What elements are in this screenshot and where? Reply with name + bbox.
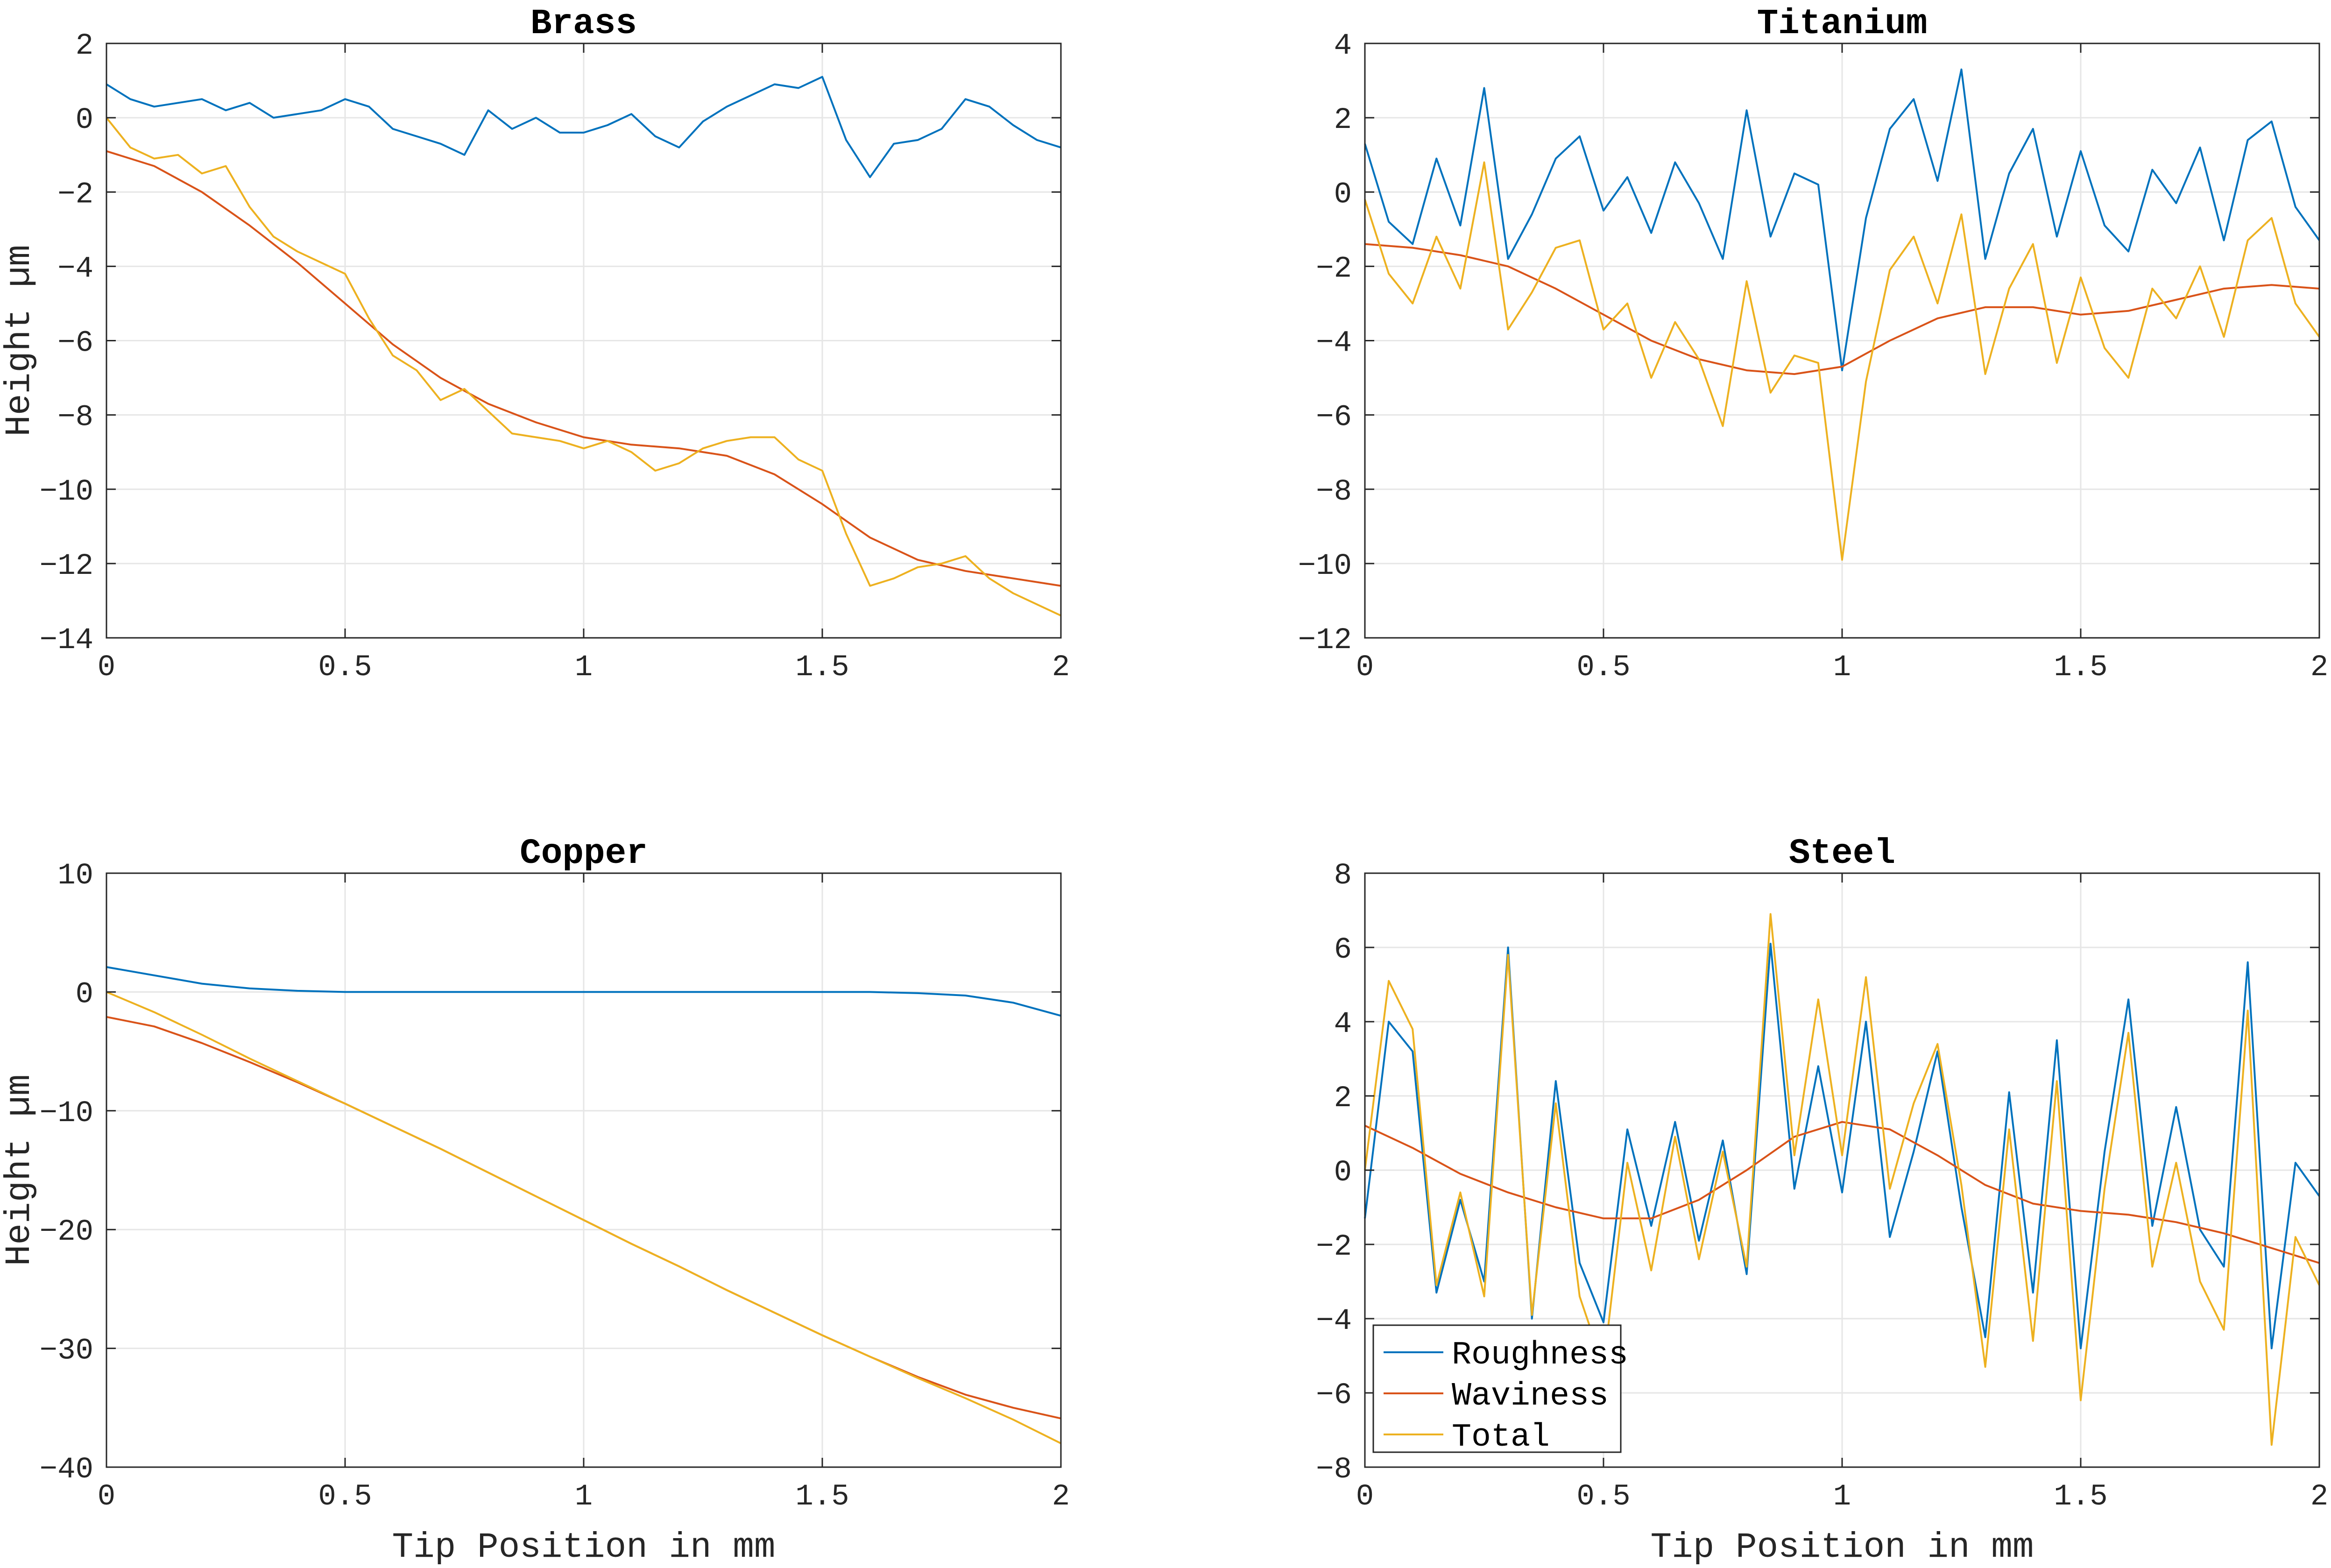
chart-title: Brass bbox=[530, 4, 637, 44]
y-tick-label: −14 bbox=[40, 624, 93, 657]
subplot-titanium: 0 0.5 1 1.5 2 −12 −10 −8 −6 −4 −2 0 2 4 Titanium bbox=[1298, 4, 2328, 685]
y-tick-label: −6 bbox=[1316, 401, 1352, 435]
y-tick-label: −8 bbox=[1316, 1453, 1352, 1487]
x-tick-label: 2 bbox=[1052, 651, 1070, 685]
y-tick-label: −8 bbox=[1316, 475, 1352, 509]
x-tick-label: 2 bbox=[1052, 1480, 1070, 1514]
y-tick-label: −6 bbox=[1316, 1379, 1352, 1413]
x-axis-label: Tip Position in mm bbox=[392, 1527, 776, 1568]
y-tick-label: −2 bbox=[1316, 252, 1352, 286]
y-tick-label: −4 bbox=[1316, 1305, 1352, 1338]
x-tick-label: 1 bbox=[1833, 651, 1851, 685]
series-line-total bbox=[106, 117, 1061, 617]
y-tick-label: −4 bbox=[1316, 327, 1352, 360]
y-axis-label: Height µm bbox=[0, 1074, 40, 1266]
y-tick-label: −12 bbox=[1298, 624, 1352, 657]
x-tick-label: 0 bbox=[1356, 1480, 1374, 1514]
x-tick-label: 1 bbox=[1833, 1480, 1851, 1514]
series-line-roughness bbox=[1364, 68, 2320, 372]
legend-label-waviness: Waviness bbox=[1452, 1378, 1609, 1415]
series-line-waviness bbox=[1364, 243, 2320, 375]
chart-title: Titanium bbox=[1757, 4, 1928, 44]
chart-title: Copper bbox=[520, 833, 648, 874]
series-line-roughness bbox=[106, 966, 1061, 1017]
y-tick-label: −12 bbox=[40, 550, 93, 583]
y-tick-label: −20 bbox=[40, 1215, 93, 1249]
x-tick-label: 2 bbox=[2310, 1480, 2328, 1514]
y-tick-label: −8 bbox=[57, 401, 93, 435]
legend-box bbox=[1372, 1324, 1622, 1453]
y-tick-label: −6 bbox=[57, 327, 93, 360]
y-tick-label: 0 bbox=[76, 978, 93, 1011]
series-line-total bbox=[106, 991, 1061, 1444]
y-tick-label: 0 bbox=[1334, 178, 1352, 212]
legend-label-roughness: Roughness bbox=[1452, 1337, 1628, 1374]
y-tick-label: 2 bbox=[1334, 104, 1352, 137]
y-tick-label: 8 bbox=[1334, 859, 1352, 893]
x-tick-label: 1.5 bbox=[795, 651, 849, 685]
y-axis-label: Height µm bbox=[0, 245, 40, 436]
y-tick-label: 2 bbox=[76, 29, 93, 63]
x-axis-label: Tip Position in mm bbox=[1651, 1527, 2034, 1568]
x-tick-label: 0 bbox=[98, 651, 115, 685]
y-tick-label: −40 bbox=[40, 1453, 93, 1487]
y-tick-label: −30 bbox=[40, 1335, 93, 1368]
x-tick-label: 1.5 bbox=[2054, 651, 2107, 685]
y-tick-label: −4 bbox=[57, 252, 93, 286]
x-tick-label: 0.5 bbox=[1576, 651, 1630, 685]
y-tick-label: −10 bbox=[1298, 550, 1352, 583]
x-tick-label: 2 bbox=[2310, 651, 2328, 685]
y-tick-label: −2 bbox=[57, 178, 93, 212]
legend-label-total: Total bbox=[1452, 1419, 1550, 1456]
y-tick-label: 0 bbox=[1334, 1156, 1352, 1190]
x-tick-label: 1 bbox=[575, 1480, 593, 1514]
y-tick-label: 4 bbox=[1334, 29, 1352, 63]
series-line-total bbox=[1364, 913, 2320, 1446]
x-tick-label: 0.5 bbox=[1576, 1480, 1630, 1514]
series-line-total bbox=[1364, 161, 2320, 561]
x-tick-label: 1 bbox=[575, 651, 593, 685]
series-line-waviness bbox=[106, 150, 1061, 587]
y-tick-label: 10 bbox=[57, 859, 93, 893]
x-tick-label: 0.5 bbox=[318, 651, 372, 685]
legend: Roughness Waviness Total bbox=[1372, 1324, 1628, 1456]
y-tick-label: −2 bbox=[1316, 1230, 1352, 1264]
y-tick-label: 0 bbox=[76, 104, 93, 137]
series-line-roughness bbox=[106, 76, 1061, 178]
subplot-brass: 0 0.5 1 1.5 2 −14 −12 −10 −8 −6 −4 −2 0 2 Brass Height … bbox=[0, 4, 1070, 685]
x-tick-label: 0.5 bbox=[318, 1480, 372, 1514]
y-tick-label: −10 bbox=[40, 475, 93, 509]
y-tick-label: 2 bbox=[1334, 1082, 1352, 1116]
x-tick-label: 0 bbox=[1356, 651, 1374, 685]
y-tick-label: 6 bbox=[1334, 933, 1352, 967]
chart-title: Steel bbox=[1789, 833, 1895, 874]
x-tick-label: 1.5 bbox=[2054, 1480, 2107, 1514]
subplot-steel: 0 0.5 1 1.5 2 −8 −6 −4 −2 0 2 4 6 8 Steel Tip Position … bbox=[1316, 833, 2328, 1568]
y-tick-label: −10 bbox=[40, 1097, 93, 1130]
x-tick-label: 1.5 bbox=[795, 1480, 849, 1514]
y-tick-label: 4 bbox=[1334, 1008, 1352, 1041]
subplot-copper: 0 0.5 1 1.5 2 −40 −30 −20 −10 0 10 Copper Height µm T… bbox=[0, 833, 1070, 1568]
x-tick-label: 0 bbox=[98, 1480, 115, 1514]
